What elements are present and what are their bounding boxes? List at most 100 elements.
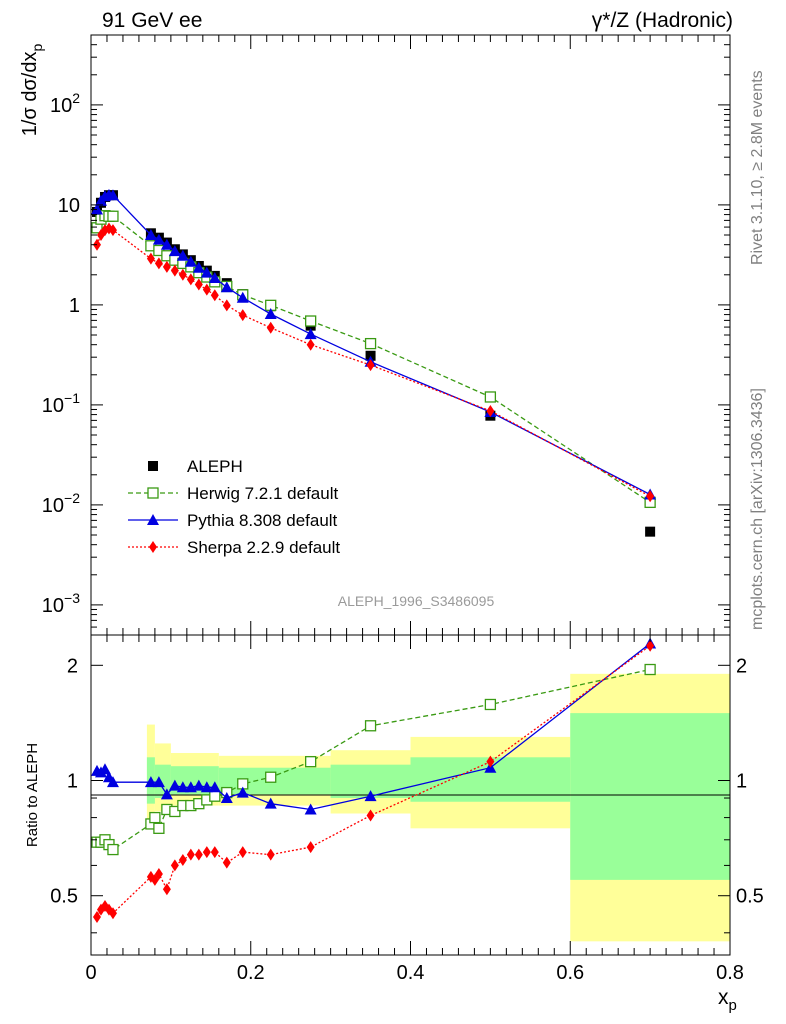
main-sherpa-point xyxy=(162,260,171,273)
legend-pythia-label: Pythia 8.308 default xyxy=(187,511,338,530)
ratio-herwig-point xyxy=(484,698,497,711)
main-panel: 10−3 10−2 10−1 1 10 102 1/σ dσ/dxp ALEPH_1996… xyxy=(19,34,731,636)
main-sherpa-point xyxy=(222,299,231,312)
ratio-pythia-point xyxy=(264,797,277,809)
main-sherpa-point xyxy=(186,273,195,286)
main-pythia-point xyxy=(144,229,157,240)
ratio-band-inner xyxy=(570,713,730,880)
ratio-herwig-point xyxy=(209,790,221,802)
main-y-tick-label: 10−3 xyxy=(42,590,80,617)
x-tick-label: 0 xyxy=(85,962,96,984)
main-herwig-point xyxy=(364,337,377,350)
ratio-sherpa-point xyxy=(646,639,655,652)
legend-sherpa-marker xyxy=(149,541,157,553)
x-tick-label: 0.8 xyxy=(716,962,744,984)
ratio-herwig-point xyxy=(265,771,277,783)
main-sherpa-point xyxy=(108,224,117,237)
main-sherpa-point xyxy=(202,283,211,296)
legend-herwig-marker xyxy=(147,487,159,499)
legend-sherpa-label: Sherpa 2.2.9 default xyxy=(187,538,340,557)
analysis-id: ALEPH_1996_S3486095 xyxy=(338,593,495,609)
main-pythia-point xyxy=(176,249,189,261)
ratio-pythia-point xyxy=(192,779,205,791)
main-pythia-point xyxy=(304,328,317,340)
header-process-label: γ*/Z (Hadronic) xyxy=(592,9,733,32)
ratio-y-axis-label: Ratio to ALEPH xyxy=(24,743,41,847)
main-sherpa-point xyxy=(646,490,655,503)
ratio-y-tick-label: 2 xyxy=(67,655,78,677)
ratio-sherpa-point xyxy=(202,846,211,859)
main-sherpa-point xyxy=(170,264,179,277)
rivet-version-text: Rivet 3.1.10, ≥ 2.8M events xyxy=(749,70,766,265)
ratio-pythia-point xyxy=(220,792,233,804)
legend-pythia-marker xyxy=(147,514,159,525)
ratio-pythia-point xyxy=(144,776,157,788)
legend-data-marker xyxy=(148,461,158,471)
ratio-sherpa-point xyxy=(194,848,203,861)
ratio-sherpa-point xyxy=(210,846,219,859)
x-tick-label: 0.4 xyxy=(397,962,425,984)
ratio-sherpa-point xyxy=(486,755,495,768)
ratio-y-tick-label-right: 0.5 xyxy=(736,886,764,908)
source-citation-text: mcplots.cern.ch [arXiv:1306.3436] xyxy=(749,388,766,630)
ratio-sherpa-point xyxy=(306,841,315,854)
ratio-panel: 0.5 0.51 12 2 0 0.2 0.4 0.6 0.8 Ratio to ALEPH … xyxy=(24,634,764,1014)
main-y-tick-label: 10 xyxy=(58,195,80,217)
ratio-herwig-point xyxy=(153,822,165,834)
ratio-herwig-point xyxy=(364,720,377,732)
ratio-sherpa-point xyxy=(162,883,171,896)
legend-data-label: ALEPH xyxy=(187,457,243,476)
main-pythia-point xyxy=(264,308,277,320)
main-herwig-point xyxy=(107,210,119,222)
main-sherpa-point xyxy=(366,359,375,372)
ratio-pythia-point xyxy=(160,788,173,800)
main-pythia-point xyxy=(106,189,119,201)
main-sherpa-point xyxy=(178,268,187,281)
header-energy-label: 91 GeV ee xyxy=(102,9,202,32)
ratio-pythia-point xyxy=(304,803,317,815)
main-pythia-point xyxy=(152,233,165,245)
x-axis-label: xp xyxy=(718,986,737,1014)
ratio-sherpa-point xyxy=(222,856,231,869)
ratio-herwig-point xyxy=(644,663,656,676)
main-pythia-point xyxy=(200,266,213,278)
x-tick-label: 0.6 xyxy=(556,962,584,984)
main-pythia-point xyxy=(192,261,205,273)
main-sherpa-point xyxy=(154,257,163,270)
x-tick-label: 0.2 xyxy=(237,962,265,984)
main-data-point xyxy=(645,526,656,537)
ratio-herwig-point xyxy=(107,843,119,856)
main-sherpa-point xyxy=(266,321,275,334)
main-pythia-point xyxy=(160,238,173,250)
ratio-pythia-point xyxy=(208,781,221,793)
main-sherpa-point xyxy=(194,278,203,291)
ratio-pythia-point xyxy=(98,763,111,775)
main-sherpa-point xyxy=(146,252,155,265)
main-pythia-point xyxy=(236,291,249,303)
main-y-axis-label: 1/σ dσ/dxp xyxy=(19,44,45,137)
ratio-y-tick-label: 0.5 xyxy=(50,886,78,908)
main-sherpa-point xyxy=(486,404,495,417)
ratio-pythia-point xyxy=(106,776,119,788)
legend: ALEPH Herwig 7.2.1 default Pythia 8.308 de… xyxy=(128,457,340,557)
main-y-tick-label: 1 xyxy=(69,295,80,317)
ratio-sherpa-point xyxy=(108,907,117,920)
main-pythia-point xyxy=(168,245,181,257)
ratio-pythia-point xyxy=(364,790,377,802)
main-y-tick-label: 102 xyxy=(50,90,80,117)
main-herwig-point xyxy=(484,391,497,403)
ratio-sherpa-point xyxy=(186,848,195,861)
main-sherpa-point xyxy=(306,338,315,351)
ratio-pythia-point xyxy=(200,781,213,793)
ratio-y-tick-label-right: 2 xyxy=(736,655,747,677)
main-pythia-point xyxy=(220,281,233,293)
ratio-herwig-point xyxy=(149,811,161,824)
legend-herwig-label: Herwig 7.2.1 default xyxy=(187,484,338,503)
ratio-pythia-point xyxy=(236,786,249,798)
ratio-sherpa-point xyxy=(178,853,187,866)
ratio-y-tick-label-right: 1 xyxy=(736,771,747,793)
ratio-pythia-point xyxy=(168,779,181,791)
ratio-pythia-point xyxy=(176,781,189,793)
main-pythia-point xyxy=(208,271,221,283)
